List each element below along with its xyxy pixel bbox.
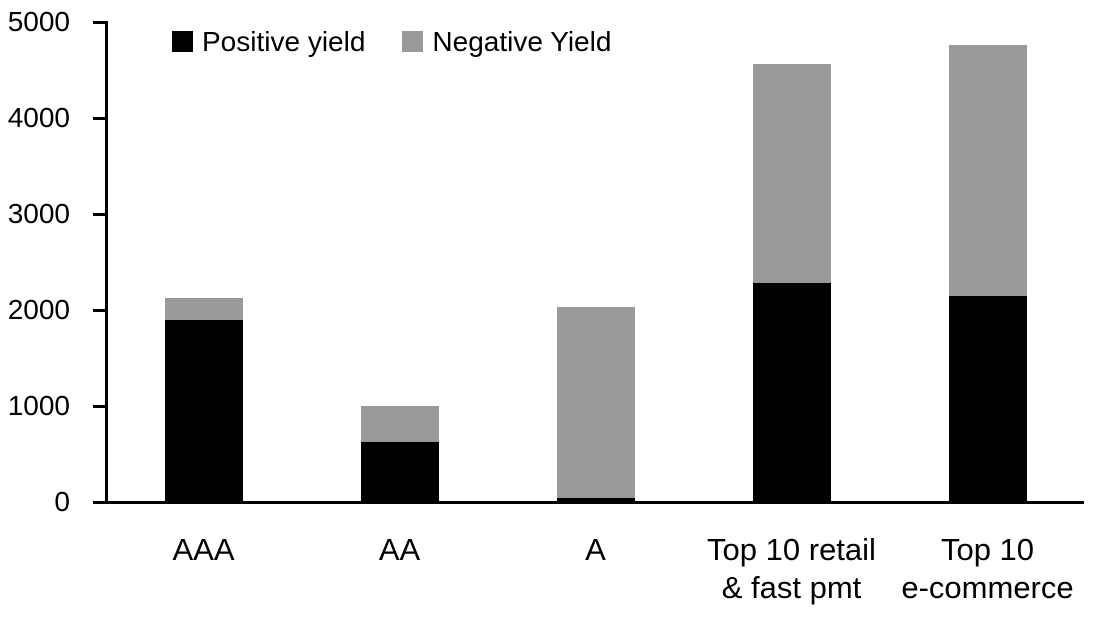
y-axis-tick-1000 [93, 404, 106, 408]
y-axis-tick-label-2000: 2000 [7, 294, 70, 325]
bar-segment-negative-1 [164, 298, 243, 320]
y-axis-tick-2000 [93, 308, 106, 312]
bar-segment-negative-3 [556, 307, 635, 498]
legend-item-negative-yield: Negative Yield [402, 26, 611, 58]
legend-item-positive-yield: Positive yield [172, 26, 365, 58]
x-axis-label-line: A [585, 532, 606, 567]
legend: Positive yield Negative Yield [172, 26, 611, 58]
y-axis-tick-label-0: 0 [54, 486, 70, 517]
y-axis-tick-label-5000: 5000 [7, 6, 70, 37]
y-axis-tick-label-3000: 3000 [7, 198, 70, 229]
legend-label-negative-yield: Negative Yield [432, 26, 612, 57]
y-axis-tick-5000 [93, 20, 106, 24]
x-axis-label-line: & fast pmt [721, 570, 862, 605]
x-axis-label-1: AAA [172, 531, 234, 569]
y-axis-line [105, 21, 108, 504]
x-axis-label-line: Top 10 [940, 532, 1035, 567]
x-axis-label-line: AAA [172, 532, 235, 567]
x-axis-label-3: A [585, 531, 606, 569]
legend-label-positive-yield: Positive yield [202, 26, 366, 57]
y-axis-tick-label-4000: 4000 [7, 102, 70, 133]
y-axis-tick-label-1000: 1000 [7, 390, 70, 421]
x-axis-label-5: Top 10 e-commerce [901, 531, 1073, 607]
y-axis-tick-0 [93, 500, 106, 504]
bar-segment-negative-5 [948, 45, 1027, 296]
x-axis-label-4: Top 10 retail & fast pmt [707, 531, 876, 607]
y-axis-tick-4000 [93, 116, 106, 120]
x-axis-label-line: AA [378, 532, 421, 567]
bar-segment-positive-3 [556, 497, 635, 502]
x-axis-label-line: Top 10 retail [707, 532, 876, 567]
bar-segment-positive-2 [360, 442, 439, 502]
x-axis-label-line: e-commerce [901, 570, 1074, 605]
bar-segment-positive-4 [752, 283, 831, 502]
x-axis-line [105, 500, 1084, 504]
bar-segment-negative-4 [752, 64, 831, 284]
bar-segment-positive-5 [948, 295, 1027, 502]
positive-yield-swatch-icon [172, 31, 193, 52]
negative-yield-swatch-icon [402, 31, 424, 52]
bar-segment-positive-1 [164, 319, 243, 502]
x-axis-label-2: AA [379, 531, 420, 569]
y-axis-tick-3000 [93, 212, 106, 216]
bar-segment-negative-2 [360, 406, 439, 443]
